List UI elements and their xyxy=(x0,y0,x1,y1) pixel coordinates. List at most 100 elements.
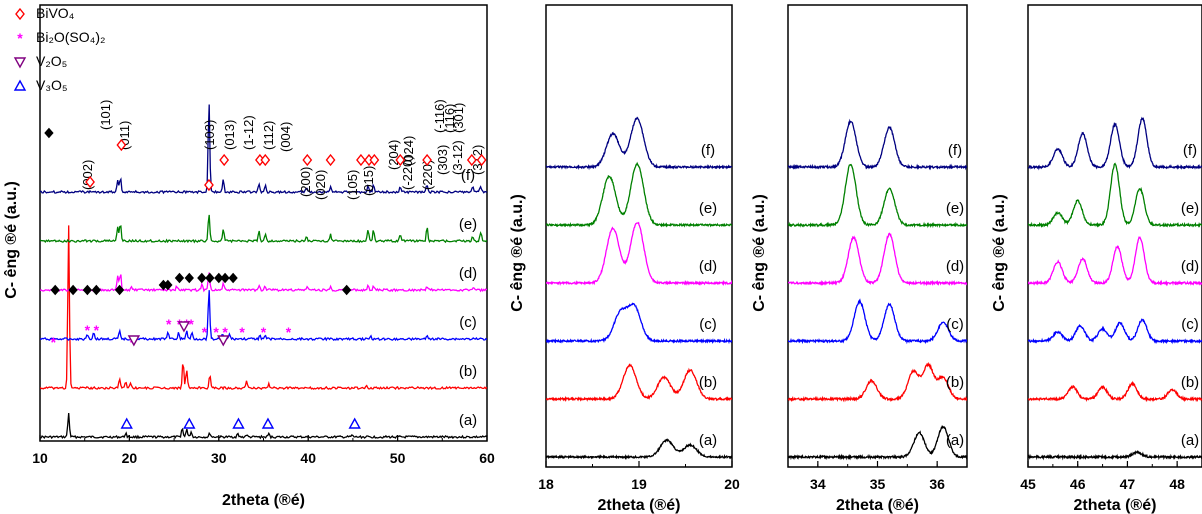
phase-marker-triangle-up xyxy=(261,417,275,429)
x-tick-label: 36 xyxy=(929,476,945,492)
phase-marker-filled-diamond xyxy=(205,272,215,284)
series-label: (c) xyxy=(946,316,964,333)
phase-marker-star: * xyxy=(94,322,100,338)
hkl-label: (1-12) xyxy=(241,115,256,150)
series-line-e xyxy=(1028,162,1202,228)
series-line-d xyxy=(40,272,487,293)
phase-marker-filled-diamond xyxy=(220,272,230,284)
x-tick-label: 40 xyxy=(300,450,316,466)
phase-marker-diamond xyxy=(369,153,380,167)
phase-marker-star: * xyxy=(261,324,267,340)
series-line-c xyxy=(788,298,967,345)
x-tick-label: 47 xyxy=(1120,476,1136,492)
hkl-label: (112) xyxy=(261,121,276,150)
phase-marker-filled-diamond xyxy=(114,284,125,296)
legend-label: Bi₂O(SO₄)₂ xyxy=(36,29,105,45)
series-label: (a) xyxy=(459,412,477,429)
x-tick-label: 50 xyxy=(390,450,406,466)
phase-marker-triangle-down xyxy=(177,321,191,333)
x-tick-label: 46 xyxy=(1070,476,1086,492)
hkl-label: (020) xyxy=(313,170,328,200)
x-tick-label: 48 xyxy=(1169,476,1185,492)
x-tick-label: 20 xyxy=(724,476,740,492)
phase-marker-triangle-down xyxy=(127,335,141,347)
series-label: (f) xyxy=(701,142,715,159)
legend-marker-triangle-down xyxy=(13,57,27,69)
phase-marker-filled-diamond xyxy=(68,284,78,296)
phase-marker-filled-diamond xyxy=(214,272,224,284)
series-label: (b) xyxy=(946,374,964,391)
hkl-label: (-220) xyxy=(400,155,415,190)
series-label: (a) xyxy=(699,432,717,449)
series-line-f xyxy=(40,104,487,195)
series-label: (e) xyxy=(699,200,717,217)
phase-marker-star: * xyxy=(202,324,208,340)
x-tick-label: 18 xyxy=(538,476,554,492)
plot-frame xyxy=(39,4,488,442)
y-axis-title: C- êng ®é (a.u.) xyxy=(751,194,768,312)
series-label: (d) xyxy=(699,258,717,275)
hkl-label: (3-12) xyxy=(450,140,465,175)
y-axis-title: C- êng ®é (a.u.) xyxy=(991,194,1008,312)
hkl-label: (303) xyxy=(435,145,450,175)
plot-frame xyxy=(545,4,733,468)
series-line-b xyxy=(40,225,487,391)
hkl-label: (105) xyxy=(345,170,360,200)
legend-label: BiVO₄ xyxy=(36,5,75,21)
series-line-d xyxy=(1028,236,1202,287)
phase-marker-filled-diamond xyxy=(174,272,185,284)
phase-marker-triangle-up xyxy=(348,417,361,429)
hkl-label: (220) xyxy=(420,160,435,190)
hkl-label: (015) xyxy=(361,166,376,196)
series-line-e xyxy=(788,163,967,229)
hkl-label: (024) xyxy=(401,136,416,166)
phase-marker-star: * xyxy=(166,316,172,332)
hkl-label: (002) xyxy=(80,160,95,190)
series-line-b xyxy=(546,363,732,403)
series-line-f xyxy=(788,118,967,171)
phase-marker-diamond xyxy=(395,153,406,167)
series-line-c xyxy=(40,290,487,342)
series-label: (e) xyxy=(1181,200,1199,217)
series-label: (e) xyxy=(946,200,964,217)
phase-marker-diamond xyxy=(466,153,477,167)
x-tick-label: 30 xyxy=(211,450,227,466)
series-line-c xyxy=(546,302,732,345)
legend-label: V₃O₅ xyxy=(36,77,68,93)
series-label: (d) xyxy=(459,265,477,282)
phase-marker-star: * xyxy=(188,316,194,332)
hkl-label: (301) xyxy=(451,103,466,133)
plot-frame xyxy=(1027,4,1202,468)
series-label: (b) xyxy=(699,374,717,391)
legend-label: V₂O₅ xyxy=(36,53,67,69)
phase-marker-diamond xyxy=(476,153,487,167)
series-label: (c) xyxy=(1181,316,1199,333)
phase-marker-diamond xyxy=(325,153,336,167)
x-tick-label: 35 xyxy=(870,476,886,492)
phase-marker-filled-diamond xyxy=(197,272,207,284)
phase-marker-star: * xyxy=(51,334,57,350)
series-line-f xyxy=(546,116,732,171)
phase-marker-star: * xyxy=(85,322,91,338)
phase-marker-diamond xyxy=(422,153,432,167)
series-label: (d) xyxy=(946,258,964,275)
hkl-label: (116) xyxy=(442,104,457,133)
series-label: (a) xyxy=(946,432,964,449)
phase-marker-filled-diamond xyxy=(91,284,101,296)
series-line-b xyxy=(788,362,967,403)
series-label: (e) xyxy=(459,216,477,233)
y-axis-title: C- êng ®é (a.u.) xyxy=(509,194,526,312)
phase-marker-diamond xyxy=(260,153,271,167)
y-axis-title: C- êng ®é (a.u.) xyxy=(3,181,20,299)
x-tick-label: 60 xyxy=(479,450,495,466)
x-axis-title: 2theta (®é) xyxy=(598,497,681,514)
phase-marker-diamond xyxy=(356,153,366,167)
hkl-label: (204) xyxy=(386,140,401,170)
series-group xyxy=(788,118,967,461)
x-tick-label: 34 xyxy=(810,476,826,492)
phase-marker-filled-diamond xyxy=(341,284,352,296)
series-label: (a) xyxy=(1181,432,1199,449)
series-line-c xyxy=(1028,318,1202,345)
phase-marker-diamond xyxy=(219,153,230,167)
hkl-label: (103) xyxy=(202,120,217,150)
